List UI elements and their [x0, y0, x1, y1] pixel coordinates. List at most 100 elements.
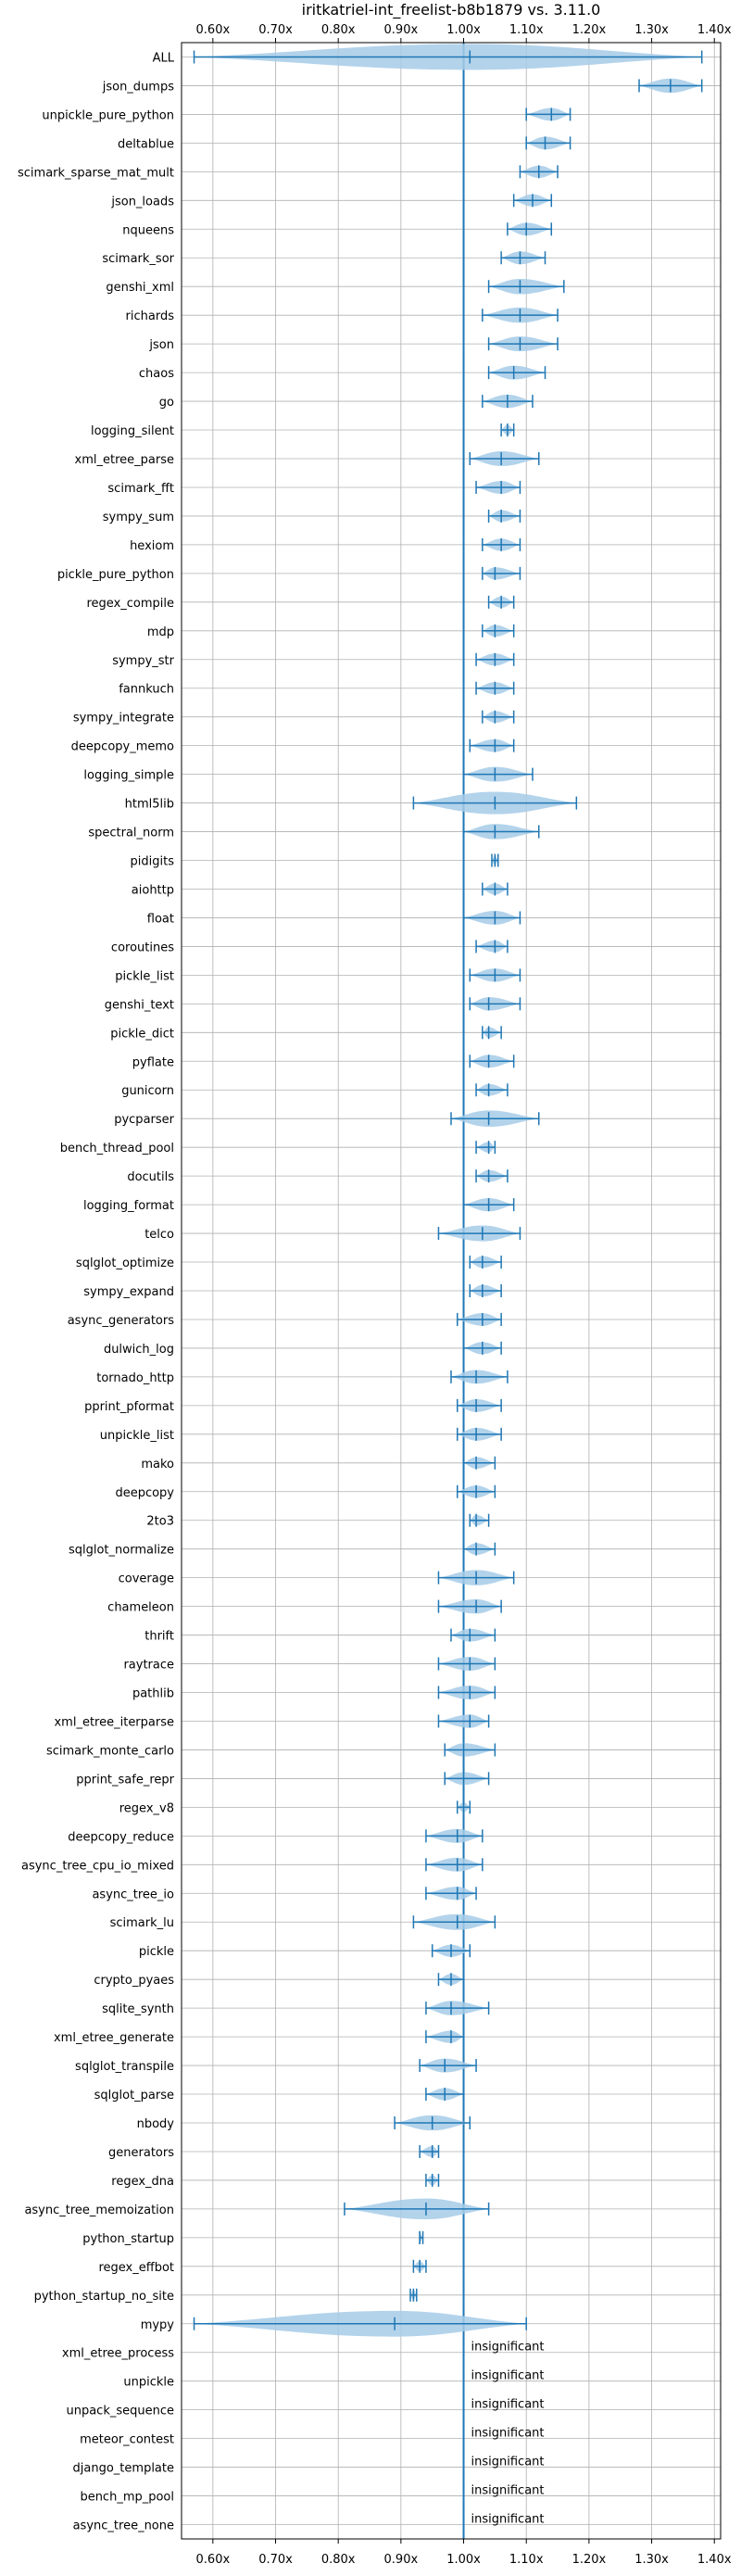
violin-group: [475, 1083, 509, 1097]
violin-group: [482, 566, 521, 580]
x-tick-label-top: 0.70x: [258, 23, 293, 37]
violin-group: [482, 710, 515, 724]
x-tick-label-bottom: 1.40x: [697, 2553, 732, 2567]
category-label: scimark_sor: [102, 252, 174, 266]
category-label: richards: [126, 309, 175, 323]
x-tick-label-top: 1.10x: [509, 23, 544, 37]
violin-group: [457, 1312, 502, 1326]
insignificant-label: insignificant: [471, 2341, 545, 2355]
violin-group: [457, 1427, 502, 1441]
violin-group: [419, 2230, 424, 2244]
category-label: regex_compile: [86, 597, 174, 611]
x-tick-label-top: 1.30x: [634, 23, 669, 37]
category-label: mako: [141, 1458, 174, 1471]
insignificant-label: insignificant: [471, 2513, 545, 2527]
violin-group: [525, 107, 571, 121]
category-label: fannkuch: [119, 683, 174, 697]
category-label: unpickle: [123, 2376, 174, 2390]
violin-group: [444, 1772, 490, 1786]
insignificant-label: insignificant: [471, 2427, 545, 2441]
category-label: meteor_contest: [80, 2433, 174, 2447]
x-tick-label-bottom: 0.90x: [384, 2553, 419, 2567]
x-tick-label-top: 1.20x: [572, 23, 607, 37]
category-label: sympy_sum: [103, 511, 174, 524]
violin-group: [344, 2198, 490, 2220]
violin-group: [519, 165, 559, 179]
plot-frame: [181, 42, 722, 2540]
violin-group: [450, 1110, 540, 1127]
category-label: scimark_sparse_mat_mult: [18, 166, 174, 180]
violin-group: [475, 1169, 509, 1183]
violin-group: [469, 1513, 490, 1527]
category-label: xml_etree_generate: [54, 2031, 174, 2045]
violin-group: [437, 1657, 496, 1671]
category-label: nbody: [137, 2117, 175, 2131]
violin-group: [507, 222, 553, 236]
x-tick-label-top: 0.80x: [321, 23, 356, 37]
category-label: logging_simple: [83, 769, 174, 783]
x-tick-label-top: 1.00x: [446, 23, 481, 37]
category-label: pathlib: [132, 1687, 174, 1701]
category-label: async_tree_none: [73, 2519, 174, 2533]
violin-group: [482, 537, 521, 551]
category-label: async_tree_io: [92, 1888, 174, 1901]
category-label: scimark_lu: [110, 1916, 174, 1930]
violin-group: [469, 739, 515, 752]
category-label: xml_etree_parse: [75, 453, 174, 467]
x-tick-label-top: 0.90x: [384, 23, 419, 37]
category-label: pycparser: [114, 1113, 174, 1127]
category-label: hexiom: [130, 539, 174, 553]
category-label: crypto_pyaes: [94, 1974, 174, 1988]
violin-group: [482, 307, 559, 323]
category-label: raytrace: [123, 1659, 174, 1673]
category-label: xml_etree_process: [62, 2347, 174, 2361]
x-tick-label-bottom: 0.60x: [196, 2553, 231, 2567]
category-label: chaos: [139, 367, 174, 381]
violin-group: [482, 394, 534, 409]
category-label: json: [148, 338, 174, 352]
category-label: telco: [144, 1228, 174, 1242]
category-label: bench_thread_pool: [60, 1142, 174, 1155]
category-label: float: [147, 912, 174, 926]
category-label: scimark_fft: [107, 482, 174, 496]
category-label: xml_etree_iterparse: [54, 1715, 174, 1729]
insignificant-label: insignificant: [471, 2484, 545, 2498]
category-label: regex_v8: [119, 1801, 174, 1815]
category-label: regex_dna: [111, 2175, 174, 2189]
category-label: deepcopy_memo: [71, 740, 174, 754]
category-label: coroutines: [111, 941, 174, 954]
violin-group: [491, 853, 499, 867]
violin-group: [457, 1800, 471, 1814]
category-label: aiohttp: [132, 883, 174, 897]
category-label: ALL: [153, 51, 175, 65]
insignificant-label: insignificant: [471, 2369, 545, 2383]
violin-group: [412, 791, 578, 814]
violin-group: [457, 1484, 496, 1498]
x-tick-label-bottom: 1.10x: [509, 2553, 544, 2567]
violin-group: [462, 824, 540, 840]
violin-group: [475, 652, 515, 666]
violin-group: [437, 1973, 465, 1987]
violin-group: [437, 1225, 521, 1242]
category-label: deepcopy_reduce: [68, 1830, 174, 1844]
violin-group: [425, 2173, 440, 2187]
category-label: python_startup: [82, 2232, 174, 2246]
category-label: pprint_safe_repr: [76, 1773, 174, 1787]
x-tick-label-bottom: 1.00x: [446, 2553, 481, 2567]
category-label: async_tree_cpu_io_mixed: [21, 1859, 174, 1873]
violin-group: [482, 882, 509, 896]
category-label: coverage: [119, 1572, 174, 1586]
violin-group: [450, 1628, 496, 1642]
category-labels: ALL json_dumps unpickle_pure_pythondeltabl…: [18, 51, 545, 2532]
category-label: unpickle_pure_python: [42, 108, 174, 122]
violin-group: [482, 1026, 502, 1040]
category-label: sqlite_synth: [102, 2002, 174, 2016]
violin-group: [444, 1743, 496, 1757]
category-label: genshi_xml: [106, 281, 174, 295]
category-label: pickle_pure_python: [57, 568, 174, 582]
violin-group: [193, 44, 703, 70]
violin-group: [437, 1686, 496, 1699]
category-label: 2to3: [146, 1515, 174, 1529]
category-label: sympy_str: [112, 654, 174, 668]
